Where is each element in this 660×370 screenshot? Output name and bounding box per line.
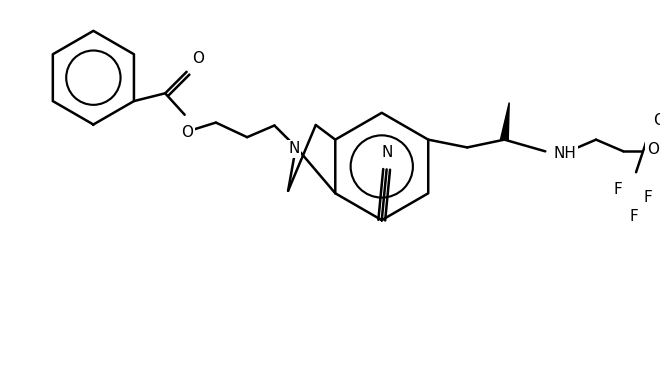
Text: F: F <box>630 209 638 224</box>
Text: O: O <box>182 125 193 139</box>
Text: N: N <box>288 141 300 157</box>
Text: NH: NH <box>553 146 576 161</box>
Text: F: F <box>614 182 622 197</box>
Text: O: O <box>193 51 205 66</box>
Text: O: O <box>647 142 659 157</box>
Text: N: N <box>382 145 393 159</box>
Text: F: F <box>644 190 653 205</box>
Text: O: O <box>653 113 660 128</box>
Polygon shape <box>500 102 510 139</box>
